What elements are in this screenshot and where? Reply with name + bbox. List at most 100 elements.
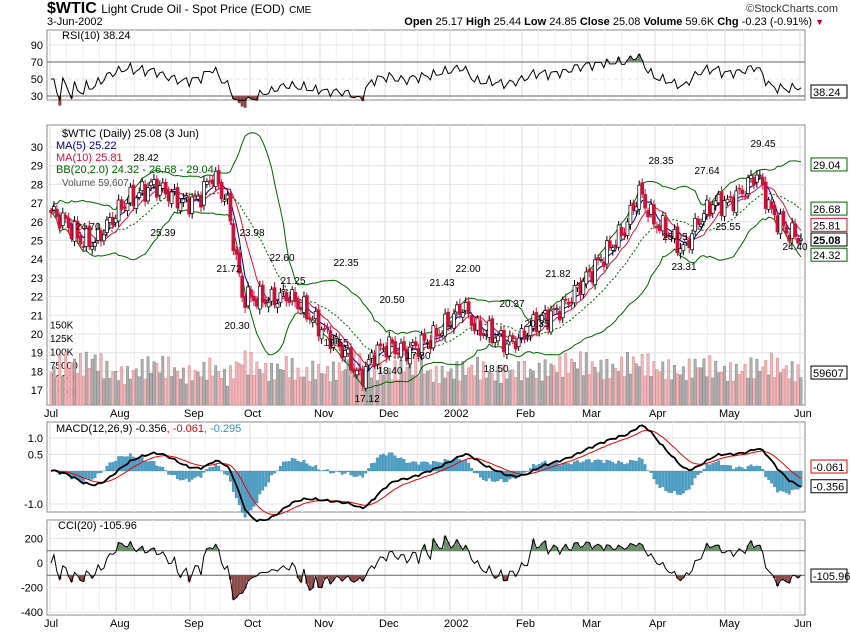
candle-body [155, 178, 159, 198]
candle-body [399, 342, 403, 358]
volume-bar [573, 362, 576, 406]
candle-body [181, 198, 186, 203]
macd-tick-label: 0.5 [28, 450, 43, 462]
candle-body [313, 311, 318, 320]
volume-bar [711, 377, 715, 406]
macd-histogram-bar [634, 460, 638, 472]
macd-histogram-bar [99, 470, 103, 473]
macd-histogram-bar [158, 466, 162, 472]
macd-histogram-bar [284, 461, 288, 472]
bb-lower-tag: 24.32 [813, 250, 841, 262]
price-annotation: 18.40 [377, 366, 402, 377]
volume-bar [420, 357, 424, 406]
macd-tag: -0.356 [813, 482, 844, 494]
macd-histogram-bar [258, 470, 262, 495]
macd-label: MACD(12,26,9) -0.356, -0.061, -0.295 [56, 423, 241, 435]
macd-histogram-bar [349, 470, 353, 476]
macd-histogram-bar [590, 462, 594, 472]
volume-bar [596, 372, 600, 406]
volume-bar [593, 367, 597, 406]
volume-bar [181, 367, 185, 406]
macd-histogram-bar [720, 464, 723, 472]
candle-body [222, 199, 227, 202]
macd-histogram-bar [767, 470, 770, 480]
price-tick-label: 28 [31, 179, 43, 191]
volume-bar [226, 385, 229, 406]
macd-histogram-bar [593, 460, 597, 472]
candle-body [240, 275, 245, 298]
macd-histogram-bar [637, 457, 641, 472]
macd-histogram-bar [367, 468, 370, 472]
macd-histogram-bar [411, 461, 415, 472]
candle-body [257, 285, 262, 310]
candle-body [149, 181, 153, 186]
macd-histogram-bar [146, 461, 150, 472]
volume-bar [428, 369, 432, 406]
volume-bar [196, 371, 200, 406]
macd-histogram-bar [296, 460, 300, 472]
brand-logo[interactable]: ©StockCharts.com [746, 3, 838, 15]
macd-histogram-bar [117, 456, 120, 472]
candle-body [284, 292, 289, 302]
candle-body [519, 328, 524, 339]
macd-histogram-bar [779, 470, 782, 491]
candle-body [55, 208, 59, 218]
price-annotation: 23.31 [671, 262, 696, 273]
candle-body [331, 339, 336, 348]
macd-histogram-bar [108, 462, 112, 472]
volume-bar [773, 377, 776, 406]
low-value: 24.85 [549, 16, 577, 28]
candle-body [487, 320, 492, 338]
macd-histogram-bar [470, 467, 473, 472]
candle-body [502, 329, 506, 353]
macd-histogram-bar [317, 469, 320, 472]
volume-bar [320, 373, 324, 406]
macd-histogram-bar [529, 468, 532, 472]
volume-bar [96, 370, 100, 406]
candle-body [522, 330, 527, 340]
high-value: 25.44 [493, 16, 522, 28]
candle-body [410, 342, 415, 346]
rsi-tag-box [810, 84, 848, 99]
macd-histogram-bar [402, 459, 406, 472]
candle-body [66, 217, 71, 228]
macd-histogram-bar [752, 466, 756, 472]
macd-histogram-bar [123, 456, 126, 472]
volume-bar [564, 353, 568, 406]
candle-body [363, 366, 368, 389]
volume-bar [705, 376, 709, 406]
candle-body [446, 311, 450, 328]
cci-line [50, 534, 802, 601]
x-tick-label: Sep [184, 618, 204, 630]
volume-bar [70, 362, 74, 406]
macd-histogram-bar [382, 453, 385, 472]
chg-label: Chg [717, 16, 739, 28]
macd-histogram-bar [343, 470, 347, 474]
x-tick-label: Dec [379, 618, 399, 630]
x-tick-label: Jul [44, 618, 58, 630]
bb-upper-tag-box [810, 157, 848, 172]
candle-body [513, 341, 518, 350]
volume-bar [193, 369, 197, 406]
macd-histogram-bar [120, 456, 123, 472]
candle-body [510, 335, 515, 340]
volume-bar [740, 370, 744, 406]
macd-histogram-bar [184, 470, 188, 479]
candle-body [357, 368, 362, 371]
macd-histogram-bar [396, 458, 400, 472]
candle-body [169, 191, 174, 205]
macd-histogram-bar [582, 461, 585, 472]
volume-bar [699, 367, 703, 406]
candle-body [69, 224, 74, 240]
candle-body [631, 202, 636, 212]
price-annotation: 21.25 [280, 276, 305, 287]
macd-histogram-bar [784, 470, 788, 493]
high-label: High [466, 16, 491, 28]
volume-bar [326, 365, 329, 406]
macd-signal-tag-box [810, 459, 848, 474]
candle-body [75, 220, 80, 239]
volume-bar [114, 370, 118, 406]
macd-histogram-bar [764, 470, 768, 477]
macd-histogram-bar [496, 470, 500, 482]
volume-bar [217, 371, 221, 406]
